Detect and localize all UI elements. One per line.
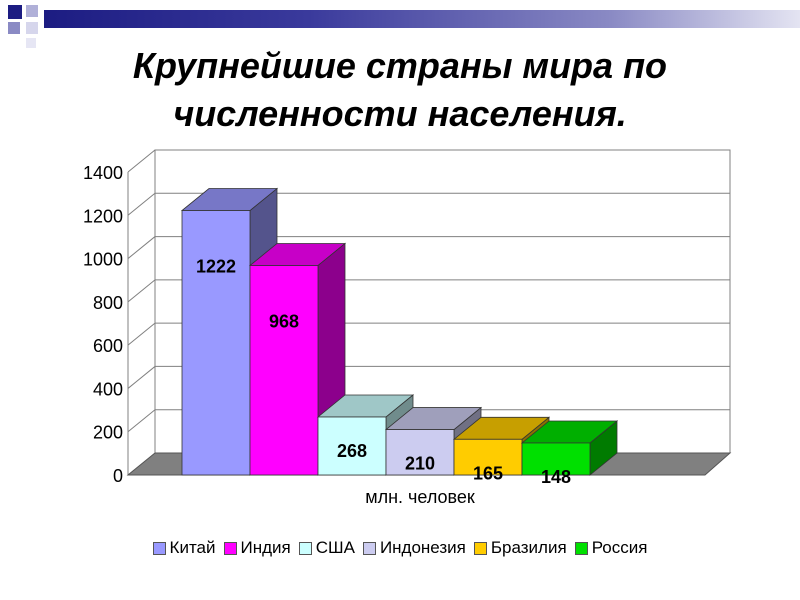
y-tick-label: 1400 <box>83 163 123 183</box>
header-gradient-bar <box>44 10 800 28</box>
chart-legend: Китай Индия США Индонезия Бразилия Россия <box>0 534 800 562</box>
bar-value-label: 148 <box>541 467 571 487</box>
bar-front <box>249 265 319 476</box>
bar-series: 1222 968 268 210 165 148 <box>180 187 619 487</box>
bar-front <box>385 429 455 476</box>
decor-square-1 <box>8 5 22 19</box>
legend-swatch <box>362 541 376 555</box>
legend-label: Индонезия <box>379 538 466 557</box>
legend-item: Индия <box>223 538 291 558</box>
y-tick-label: 1000 <box>83 250 123 270</box>
decor-square-2 <box>26 5 38 17</box>
decor-square-4 <box>26 22 38 34</box>
legend-label: США <box>315 538 355 557</box>
bar-value-label: 210 <box>405 454 435 474</box>
y-tick-label: 400 <box>93 379 123 399</box>
legend-label: Бразилия <box>490 538 567 557</box>
bar-front <box>181 210 251 476</box>
legend-item: Бразилия <box>473 538 567 558</box>
legend-item: Россия <box>574 538 648 558</box>
y-tick-label: 0 <box>113 466 123 486</box>
bar-value-label: 268 <box>337 441 367 461</box>
gridline-side-1000 <box>127 236 156 259</box>
legend-swatch <box>298 541 312 555</box>
legend-label: Россия <box>591 538 648 557</box>
y-tick-label: 1200 <box>83 206 123 226</box>
y-tick-label: 600 <box>93 336 123 356</box>
gridline-side-1200 <box>127 192 156 216</box>
legend-item: Китай <box>152 538 216 558</box>
gridline-side-600 <box>127 322 156 346</box>
y-tick-label: 800 <box>93 293 123 313</box>
bar-front <box>453 438 523 476</box>
gridline-side-200 <box>127 409 156 433</box>
decor-square-5 <box>26 38 36 48</box>
x-axis-label: млн. человек <box>365 487 475 507</box>
legend-swatch <box>223 541 237 555</box>
y-axis: 0 200 400 600 800 1000 1200 1400 <box>83 163 123 486</box>
gridline-side-400 <box>127 366 156 389</box>
decor-square-3 <box>8 22 20 34</box>
bar-value-label: 1222 <box>196 257 236 277</box>
slide-title-line1: Крупнейшие страны мира по <box>132 45 668 86</box>
bar-front <box>317 416 387 476</box>
legend-label: Индия <box>240 538 291 557</box>
y-tick-label: 200 <box>93 423 123 443</box>
bar-value-label: 165 <box>473 463 503 483</box>
legend-item: США <box>298 538 355 558</box>
gridline-side-800 <box>127 279 156 303</box>
legend-item: Индонезия <box>362 538 466 558</box>
bar-value-label: 968 <box>269 311 299 331</box>
legend-swatch <box>152 541 166 555</box>
legend-swatch <box>574 541 588 555</box>
bar-6: 148 <box>520 420 619 487</box>
slide-title-line2: численности населения. <box>173 93 627 134</box>
gridline-side-1400 <box>127 149 156 173</box>
legend-label: Китай <box>169 538 216 557</box>
bar-front <box>521 442 591 476</box>
legend-swatch <box>473 541 487 555</box>
